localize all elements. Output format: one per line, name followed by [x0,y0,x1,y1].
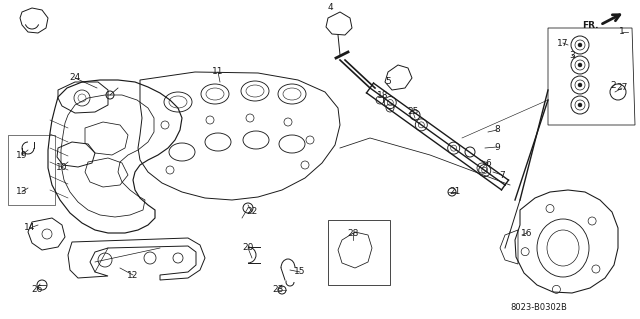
Text: FR.: FR. [582,20,598,29]
Circle shape [578,63,582,67]
Text: 7: 7 [499,170,505,180]
Text: 14: 14 [24,224,36,233]
Text: 16: 16 [521,228,532,238]
Circle shape [578,103,582,107]
Text: 20: 20 [243,243,253,253]
Text: 28: 28 [348,228,358,238]
Circle shape [578,83,582,87]
Text: 22: 22 [246,207,258,217]
Text: 5: 5 [385,78,391,86]
Text: 6: 6 [485,159,491,167]
Circle shape [578,43,582,47]
Text: 12: 12 [127,271,139,279]
Text: 1: 1 [619,27,625,36]
Text: 13: 13 [16,188,28,197]
Text: 10: 10 [56,162,68,172]
Text: 3: 3 [569,50,575,60]
Text: 9: 9 [494,143,500,152]
Text: 11: 11 [212,68,224,77]
Text: 15: 15 [294,268,306,277]
Text: 8: 8 [494,125,500,135]
Text: 27: 27 [616,84,628,93]
Text: 19: 19 [16,151,28,160]
Text: 24: 24 [69,73,81,83]
Text: 18: 18 [377,91,388,100]
Text: 21: 21 [449,188,461,197]
Text: 23: 23 [272,286,284,294]
Text: 17: 17 [557,39,569,48]
Text: 2: 2 [610,80,616,90]
Text: 8023-B0302B: 8023-B0302B [510,303,567,313]
Text: 26: 26 [31,286,43,294]
Text: 4: 4 [327,4,333,12]
Text: 25: 25 [407,108,419,116]
